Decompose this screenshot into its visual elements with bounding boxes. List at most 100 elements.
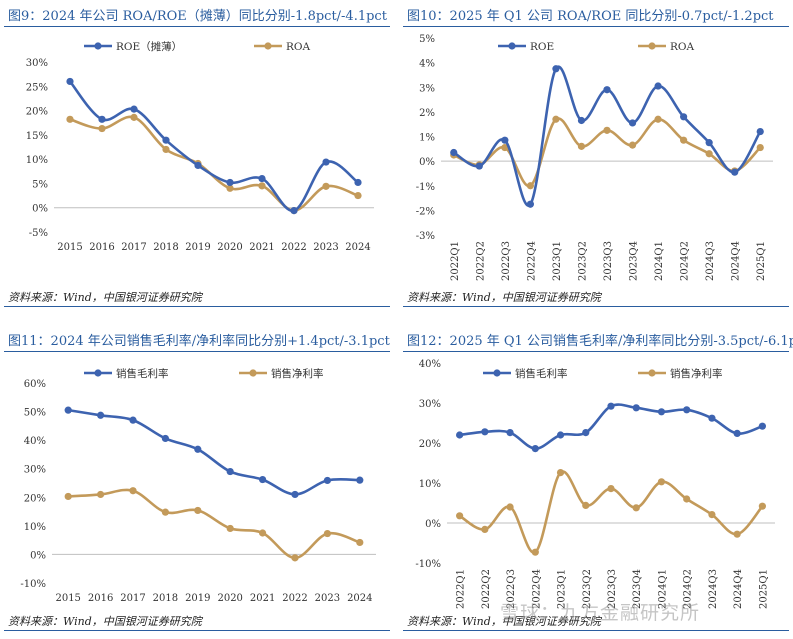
x-tick-label: 2024Q3 [705, 241, 716, 281]
data-point [552, 115, 560, 123]
y-tick-label: 3% [419, 83, 435, 94]
legend-label: 销售毛利率 [515, 367, 568, 380]
y-tick-label: 25% [26, 82, 48, 93]
data-point [259, 475, 267, 484]
y-tick-label: 30% [26, 58, 48, 69]
data-point [731, 168, 739, 176]
y-tick-label: 60% [24, 379, 46, 390]
y-tick-label: 5% [419, 34, 435, 45]
x-tick-label: 2025Q1 [758, 569, 769, 609]
x-tick-label: 2025Q1 [756, 241, 767, 281]
data-point [577, 142, 586, 150]
data-point [161, 434, 169, 443]
data-point [456, 512, 464, 520]
data-point [258, 182, 266, 190]
x-tick-label: 2024Q4 [731, 241, 742, 281]
data-point [708, 511, 716, 519]
data-point [226, 178, 234, 187]
margin-quarterly-chart: -10% 0% 10% 20% 30% 40% 2022Q1 2022Q2 2022Q3 2022… [415, 359, 775, 609]
data-point [577, 116, 586, 125]
data-point [657, 408, 666, 416]
data-point [194, 506, 202, 515]
watermark: 雪球：九方金融研究所 [500, 602, 701, 624]
source-note: 资料来源：Wind，中国银河证券研究院 [407, 291, 601, 304]
x-tick-label: 2022Q1 [450, 241, 461, 281]
data-point [582, 501, 590, 509]
legend-swatch-marker [648, 369, 656, 377]
roe-roa-annual-chart: -5% 0% 5% 10% 15% 20% 25% 30% 2015 2016 2017 2018 20… [26, 40, 374, 253]
y-tick-label: 40% [24, 436, 46, 447]
data-point [632, 404, 640, 412]
y-tick-label: 20% [419, 439, 441, 450]
y-tick-label: 5% [32, 179, 48, 190]
legend-label: ROE（摊薄） [116, 40, 182, 53]
x-tick-label: 2024Q3 [708, 569, 719, 609]
data-point [607, 402, 615, 410]
title-rule [403, 351, 789, 352]
chart-title: 图11：2024 年公司销售毛利率/净利率同比分别+1.4pct/-3.1pct [8, 334, 390, 349]
x-tick-label: 2021 [249, 242, 274, 253]
source-rule [4, 630, 390, 631]
data-point [603, 126, 611, 134]
data-point [501, 136, 509, 144]
data-point [475, 162, 483, 170]
data-point [290, 207, 298, 215]
source-note: 资料来源：Wind，中国银河证券研究院 [407, 615, 601, 628]
x-tick-label: 2023Q4 [632, 569, 643, 609]
x-tick-label: 2017 [120, 593, 145, 604]
x-tick-label: 2018 [153, 242, 178, 253]
y-tick-label: 1% [419, 133, 435, 144]
x-tick-label: 2024Q1 [657, 569, 668, 609]
data-point [481, 525, 489, 533]
data-point [97, 411, 105, 419]
data-point [628, 141, 637, 149]
x-tick-label: 2024Q4 [733, 569, 744, 609]
data-point [680, 113, 688, 121]
x-tick-label: 2024Q2 [680, 241, 691, 281]
data-point [481, 428, 489, 436]
data-point [657, 478, 666, 486]
y-tick-label: -10% [415, 559, 441, 570]
x-tick-label: 2022 [282, 593, 307, 604]
data-point [705, 139, 713, 147]
data-point [64, 406, 72, 414]
x-tick-label: 2024 [347, 593, 372, 604]
data-point [708, 414, 716, 422]
data-point [582, 429, 590, 437]
data-point [733, 429, 741, 437]
title-rule [4, 26, 390, 27]
legend-swatch-marker [648, 42, 656, 50]
data-point [66, 77, 74, 86]
x-tick-label: 2023Q3 [603, 241, 614, 281]
y-tick-label: 2% [419, 108, 435, 119]
y-tick-label: 10% [24, 522, 46, 533]
source-note: 资料来源：Wind，中国银河证券研究院 [8, 615, 202, 628]
data-point [501, 143, 509, 152]
y-tick-label: 20% [24, 493, 46, 504]
source-rule [403, 630, 789, 631]
y-tick-label: 0% [419, 157, 435, 168]
data-point [226, 524, 234, 533]
series-line [458, 470, 764, 554]
x-tick-label: 2016 [88, 593, 113, 604]
data-point [758, 422, 766, 430]
y-tick-label: -10% [20, 579, 46, 590]
y-tick-label: 30% [419, 399, 441, 410]
x-tick-label: 2022 [281, 242, 306, 253]
data-point [291, 554, 299, 562]
data-point [531, 445, 539, 453]
x-tick-label: 2020 [217, 593, 242, 604]
data-point [506, 503, 514, 511]
x-tick-label: 2023Q4 [629, 241, 640, 281]
source-rule [4, 306, 390, 307]
x-tick-label: 2023 [315, 593, 340, 604]
legend-label: 销售净利率 [271, 367, 324, 380]
y-tick-label: 4% [419, 59, 435, 70]
data-point [705, 150, 713, 158]
data-point [130, 113, 138, 121]
data-point [756, 143, 764, 152]
data-point [654, 115, 662, 123]
x-tick-label: 2022Q3 [506, 569, 517, 609]
x-tick-label: 2022Q4 [526, 241, 537, 281]
data-point [556, 431, 565, 439]
